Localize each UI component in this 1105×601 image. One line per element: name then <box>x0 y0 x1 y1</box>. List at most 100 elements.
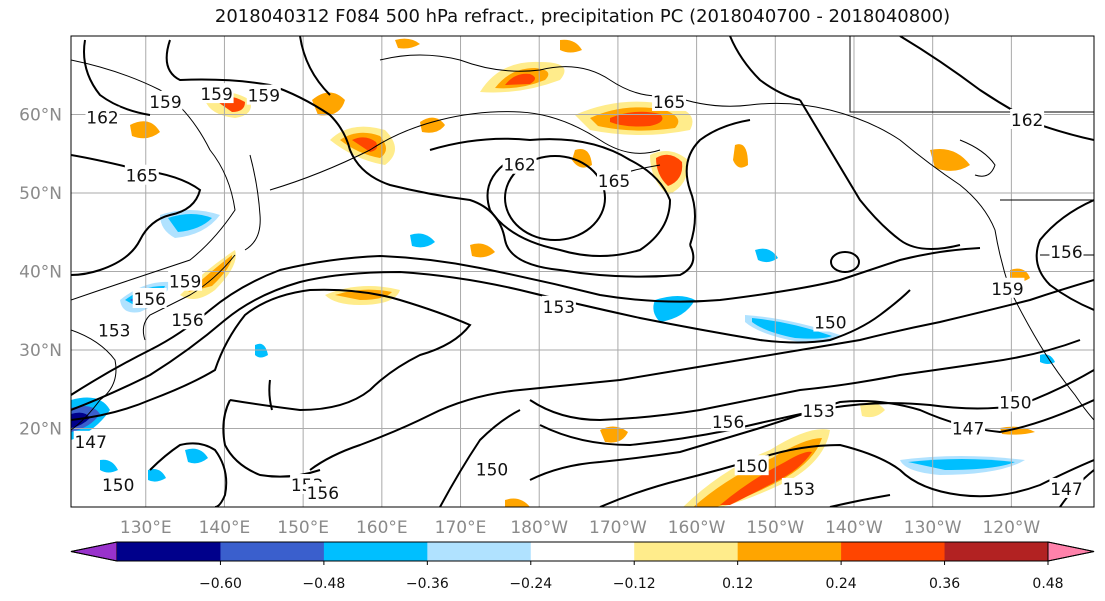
colorbar-outline <box>70 541 1095 562</box>
contour-label: 165 <box>126 167 158 187</box>
precip-area <box>610 111 663 127</box>
colorbar-segment <box>530 542 635 561</box>
contour-label-background <box>801 400 836 421</box>
contour-label: 150 <box>735 457 767 477</box>
precip-area <box>185 448 208 464</box>
precip-area <box>505 498 530 507</box>
contour-label-background <box>1049 477 1084 498</box>
contour-line <box>830 251 860 273</box>
precip-area <box>572 149 592 168</box>
longitude-label: 170°E <box>435 518 487 538</box>
contour-label: 159 <box>200 85 232 105</box>
precip-area <box>752 318 832 339</box>
colorbar-tick-label: 0.12 <box>722 576 753 592</box>
longitude-label: 140°E <box>199 518 251 538</box>
contour-line <box>504 155 606 241</box>
contour-label-background <box>132 287 167 308</box>
colorbar-tick-label: −0.24 <box>509 576 552 592</box>
contour-label-background <box>101 474 136 495</box>
colorbar-tick-label: 0.48 <box>1032 576 1063 592</box>
colorbar-segment <box>841 542 946 561</box>
contour-line <box>799 99 961 250</box>
colorbar-tick-label: 0.36 <box>929 576 960 592</box>
contour-label-background <box>596 170 631 191</box>
contour-line <box>429 137 672 257</box>
contour-label: 156 <box>133 290 165 310</box>
precip-area <box>395 38 420 49</box>
contour-label: 159 <box>149 93 181 113</box>
contour-label: 162 <box>1011 111 1043 131</box>
precip-area <box>505 73 535 85</box>
contour-line <box>899 36 1094 141</box>
longitude-label: 150°E <box>277 518 329 538</box>
contour-label-background <box>781 477 816 498</box>
coastline <box>959 139 996 177</box>
contour-label: 156 <box>307 484 339 504</box>
map-canvas: 159 159 1591621651651621651621561591531501… <box>71 36 1094 507</box>
contour-label-background <box>1049 240 1084 261</box>
longitude-label: 130°W <box>904 518 962 538</box>
contour-line <box>71 288 472 421</box>
longitude-labels: 130°E 140°E 150°E 160°E 170°E 180°W 170°W 160°W… <box>120 518 1041 538</box>
contour-label-background <box>97 319 132 340</box>
latitude-label: 30°N <box>19 341 62 361</box>
contour-label: 150 <box>102 476 134 496</box>
contour-label-background <box>998 391 1033 412</box>
contour-label-background <box>475 458 510 479</box>
precip-area <box>656 154 683 186</box>
contour-label: 147 <box>74 433 106 453</box>
contour-label-background <box>652 90 687 111</box>
contour-label: 159 <box>169 273 201 293</box>
contour-labels: 159 159 1591621651651621651621561591531501… <box>73 83 1084 504</box>
contour-line <box>165 39 695 278</box>
contour-label: 156 <box>171 311 203 331</box>
contour-label-background <box>951 417 986 438</box>
precip-area <box>733 144 748 168</box>
contour-line <box>71 270 911 411</box>
colorbar-tick-label: 0.24 <box>826 576 857 592</box>
colorbar-tick-label: −0.36 <box>406 576 449 592</box>
contour-label: 153 <box>98 321 130 341</box>
contour-line <box>149 442 228 507</box>
longitude-label: 160°W <box>668 518 726 538</box>
precip-area <box>335 289 392 300</box>
precip-area <box>600 426 628 443</box>
longitude-label: 120°W <box>982 518 1040 538</box>
latitude-label: 60°N <box>19 106 62 126</box>
colorbar-extend-high <box>1047 541 1095 562</box>
map-title: 2018040312 F084 500 hPa refract., precip… <box>214 6 951 27</box>
contour-label-background <box>813 311 848 332</box>
contour-label: 153 <box>802 402 834 422</box>
precip-area <box>100 459 118 473</box>
colorbar-segment <box>117 542 221 561</box>
contour-label-background <box>170 309 205 330</box>
colorbar-tick-label: −0.12 <box>613 576 656 592</box>
contour-line <box>529 339 1081 422</box>
contour-line <box>1035 199 1094 311</box>
colorbar-ticks: −0.60 −0.48 −0.36 −0.24 −0.12 0.12 0.24 0.36 0.4… <box>199 561 1064 592</box>
longitude-label: 150°W <box>746 518 804 538</box>
coastline <box>379 54 831 111</box>
contour-label: 147 <box>952 420 984 440</box>
precip-area <box>560 39 582 53</box>
latitude-label: 40°N <box>19 263 62 283</box>
contour-label: 162 <box>503 156 535 176</box>
contour-label: 147 <box>1050 480 1082 500</box>
contour-line <box>829 494 891 507</box>
colorbar-segment <box>737 542 842 561</box>
contour-label-background <box>990 277 1025 298</box>
precip-area <box>130 121 160 139</box>
contour-label-background <box>246 84 281 105</box>
colorbar-segment <box>944 542 1049 561</box>
precip-area <box>71 412 90 428</box>
contour-line <box>599 443 1094 507</box>
contour-label: 153 <box>543 298 575 318</box>
precip-area <box>1040 354 1055 364</box>
contour-label: 159 <box>248 87 280 107</box>
contour-line <box>299 36 331 96</box>
latitude-label: 50°N <box>19 184 62 204</box>
contour-label-background <box>711 411 746 432</box>
contour-label-background <box>148 90 183 111</box>
contour-line <box>309 279 1094 471</box>
